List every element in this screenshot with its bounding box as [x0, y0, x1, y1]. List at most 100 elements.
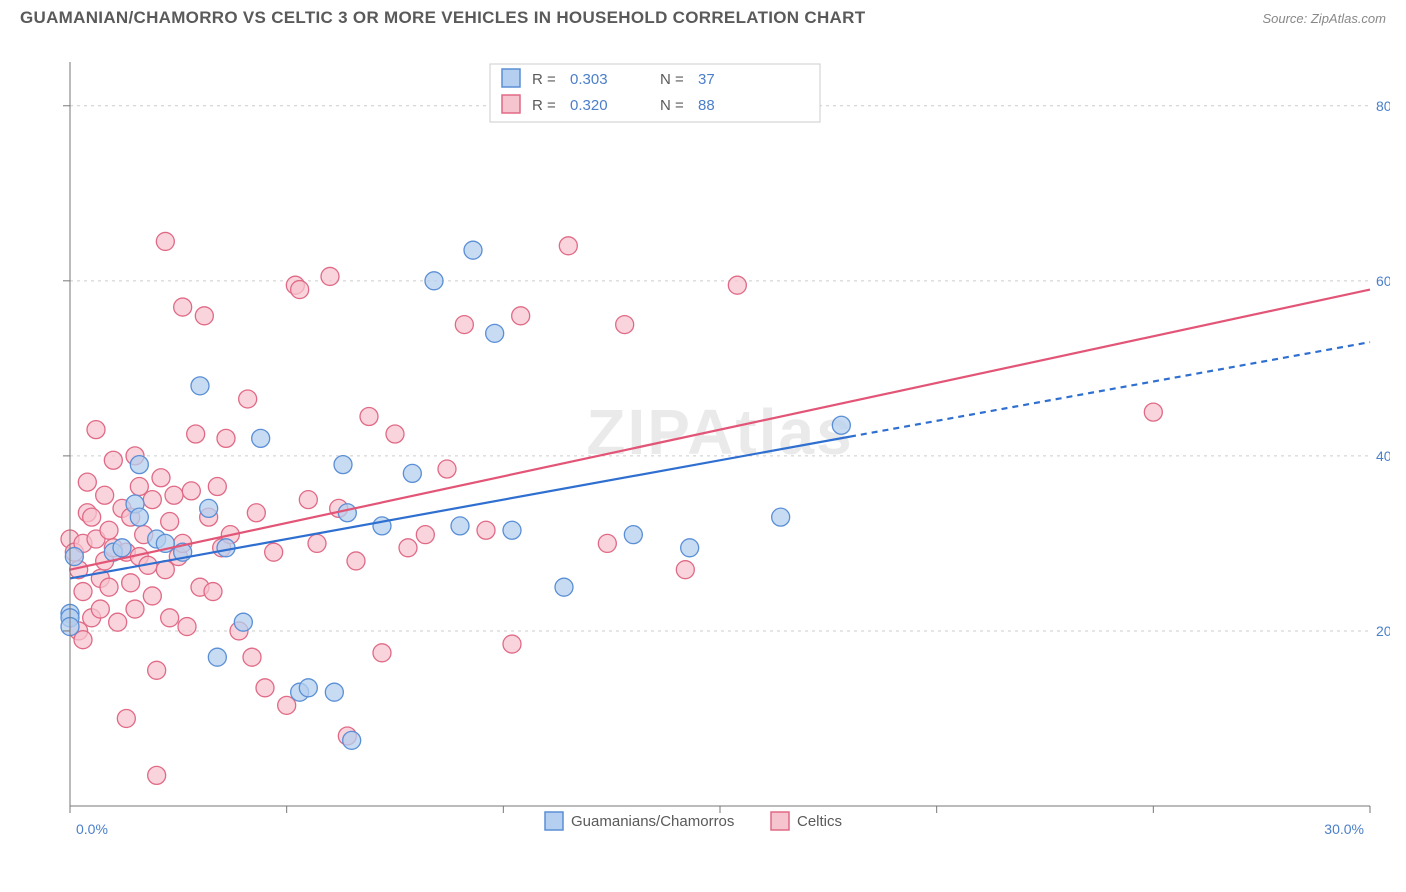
y-tick-label: 60.0% — [1376, 273, 1390, 289]
point-celtics — [217, 429, 235, 447]
point-celtics — [243, 648, 261, 666]
trendline-celtics — [70, 290, 1370, 570]
legend-swatch-guamanians — [502, 69, 520, 87]
point-celtics — [182, 482, 200, 500]
legend-swatch-celtics — [502, 95, 520, 113]
point-celtics — [117, 709, 135, 727]
point-celtics — [477, 521, 495, 539]
point-celtics — [152, 469, 170, 487]
point-celtics — [728, 276, 746, 294]
point-celtics — [616, 316, 634, 334]
point-celtics — [399, 539, 417, 557]
point-celtics — [143, 491, 161, 509]
x-tick-label: 30.0% — [1324, 821, 1364, 837]
point-celtics — [156, 232, 174, 250]
point-celtics — [96, 486, 114, 504]
point-guamanians — [503, 521, 521, 539]
legend-n-value: 37 — [698, 71, 715, 88]
point-celtics — [347, 552, 365, 570]
point-guamanians — [130, 456, 148, 474]
chart-header: GUAMANIAN/CHAMORRO VS CELTIC 3 OR MORE V… — [0, 0, 1406, 32]
point-guamanians — [252, 429, 270, 447]
legend-r-label: R = — [532, 71, 556, 88]
point-celtics — [204, 583, 222, 601]
point-guamanians — [200, 499, 218, 517]
bottom-swatch-guamanians — [545, 812, 563, 830]
point-celtics — [148, 661, 166, 679]
watermark: ZIPAtlas — [586, 396, 853, 468]
point-celtics — [247, 504, 265, 522]
point-celtics — [78, 473, 96, 491]
point-guamanians — [343, 731, 361, 749]
point-celtics — [373, 644, 391, 662]
point-guamanians — [486, 324, 504, 342]
point-celtics — [143, 587, 161, 605]
point-celtics — [455, 316, 473, 334]
correlation-chart: 20.0%40.0%60.0%80.0%ZIPAtlas0.0%30.0%3 o… — [50, 46, 1390, 846]
y-tick-label: 40.0% — [1376, 448, 1390, 464]
point-celtics — [109, 613, 127, 631]
point-guamanians — [681, 539, 699, 557]
point-celtics — [256, 679, 274, 697]
point-celtics — [438, 460, 456, 478]
point-guamanians — [130, 508, 148, 526]
point-celtics — [122, 574, 140, 592]
trendline-guamanians-dashed — [850, 342, 1370, 437]
point-guamanians — [772, 508, 790, 526]
point-celtics — [239, 390, 257, 408]
point-celtics — [187, 425, 205, 443]
point-celtics — [100, 578, 118, 596]
point-celtics — [308, 534, 326, 552]
point-guamanians — [624, 526, 642, 544]
legend-n-value: 88 — [698, 97, 715, 114]
chart-svg: 20.0%40.0%60.0%80.0%ZIPAtlas0.0%30.0%3 o… — [50, 46, 1390, 846]
point-celtics — [195, 307, 213, 325]
point-celtics — [165, 486, 183, 504]
point-celtics — [386, 425, 404, 443]
point-celtics — [598, 534, 616, 552]
point-guamanians — [555, 578, 573, 596]
point-guamanians — [208, 648, 226, 666]
point-celtics — [178, 618, 196, 636]
point-guamanians — [338, 504, 356, 522]
point-celtics — [104, 451, 122, 469]
point-guamanians — [832, 416, 850, 434]
point-celtics — [676, 561, 694, 579]
x-tick-label: 0.0% — [76, 821, 108, 837]
point-guamanians — [217, 539, 235, 557]
legend-r-value: 0.303 — [570, 71, 608, 88]
y-tick-label: 20.0% — [1376, 623, 1390, 639]
point-guamanians — [234, 613, 252, 631]
point-celtics — [83, 508, 101, 526]
legend-r-label: R = — [532, 97, 556, 114]
point-guamanians — [334, 456, 352, 474]
point-celtics — [161, 513, 179, 531]
point-celtics — [299, 491, 317, 509]
point-celtics — [174, 298, 192, 316]
point-guamanians — [299, 679, 317, 697]
trendline-guamanians — [70, 437, 850, 579]
point-guamanians — [464, 241, 482, 259]
point-guamanians — [425, 272, 443, 290]
chart-title: GUAMANIAN/CHAMORRO VS CELTIC 3 OR MORE V… — [20, 8, 865, 28]
point-celtics — [148, 766, 166, 784]
point-guamanians — [451, 517, 469, 535]
y-tick-label: 80.0% — [1376, 98, 1390, 114]
point-celtics — [126, 600, 144, 618]
point-celtics — [512, 307, 530, 325]
point-guamanians — [113, 539, 131, 557]
point-guamanians — [403, 464, 421, 482]
legend-r-value: 0.320 — [570, 97, 608, 114]
point-celtics — [559, 237, 577, 255]
point-celtics — [74, 583, 92, 601]
bottom-label-celtics: Celtics — [797, 813, 842, 830]
point-celtics — [321, 267, 339, 285]
point-celtics — [360, 407, 378, 425]
bottom-swatch-celtics — [771, 812, 789, 830]
point-celtics — [1144, 403, 1162, 421]
point-celtics — [208, 478, 226, 496]
source-attribution: Source: ZipAtlas.com — [1262, 11, 1386, 26]
point-celtics — [265, 543, 283, 561]
point-guamanians — [191, 377, 209, 395]
legend-n-label: N = — [660, 71, 684, 88]
